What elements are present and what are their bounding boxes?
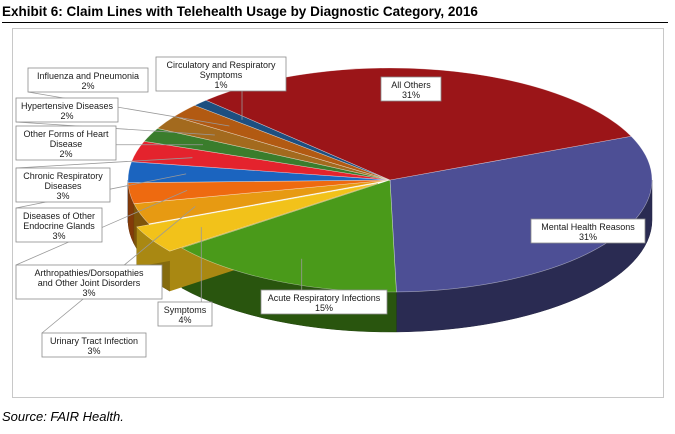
slice-value-label: 3% <box>82 288 95 298</box>
slice-name-label: Acute Respiratory Infections <box>268 293 381 303</box>
slice-name-label: Mental Health Reasons <box>541 222 635 232</box>
title-underline <box>2 22 668 23</box>
slice-name-label: Symptoms <box>200 70 243 80</box>
slice-name-label: Circulatory and Respiratory <box>166 60 276 70</box>
slice-value-label: 3% <box>87 346 100 356</box>
slice-value-label: 31% <box>579 232 597 242</box>
slice-name-label: Symptoms <box>164 305 207 315</box>
pie-top-faces <box>127 67 653 293</box>
label-box <box>15 264 163 300</box>
slice-name-label: Disease <box>50 139 83 149</box>
slice-value-label: 1% <box>214 80 227 90</box>
slice-value-label: 4% <box>178 315 191 325</box>
label-box <box>155 56 287 92</box>
label-box <box>15 97 119 123</box>
slice-name-label: Chronic Respiratory <box>23 171 103 181</box>
slice-name-label: Influenza and Pneumonia <box>37 71 139 81</box>
slice-value-label: 2% <box>81 81 94 91</box>
label-box <box>15 207 103 243</box>
label-box <box>260 289 388 315</box>
source-note: Source: FAIR Health. <box>2 409 124 424</box>
label-box <box>15 167 111 203</box>
slice-name-label: Arthropathies/Dorsopathies <box>34 268 144 278</box>
label-box <box>380 76 442 102</box>
slice-name-label: Diseases of Other <box>23 211 95 221</box>
slice-name-label: and Other Joint Disorders <box>38 278 141 288</box>
label-box <box>530 218 646 244</box>
label-box <box>41 332 147 358</box>
slice-name-label: Endocrine Glands <box>23 221 95 231</box>
slice-value-label: 3% <box>52 231 65 241</box>
slice-value-label: 2% <box>60 111 73 121</box>
chart-title: Exhibit 6: Claim Lines with Telehealth U… <box>2 4 478 19</box>
slice-name-label: Diseases <box>44 181 82 191</box>
label-box <box>157 301 213 327</box>
slice-value-label: 3% <box>56 191 69 201</box>
label-box <box>15 125 117 161</box>
leader-line-7 <box>15 157 193 169</box>
slice-name-label: Hypertensive Diseases <box>21 101 114 111</box>
slice-value-label: 2% <box>59 149 72 159</box>
label-box <box>27 67 149 93</box>
slice-name-label: Other Forms of Heart <box>23 129 109 139</box>
slice-name-label: All Others <box>391 80 431 90</box>
slice-name-label: Urinary Tract Infection <box>50 336 138 346</box>
slice-value-label: 15% <box>315 303 333 313</box>
slice-value-label: 31% <box>402 90 420 100</box>
slice-3 <box>136 182 378 252</box>
